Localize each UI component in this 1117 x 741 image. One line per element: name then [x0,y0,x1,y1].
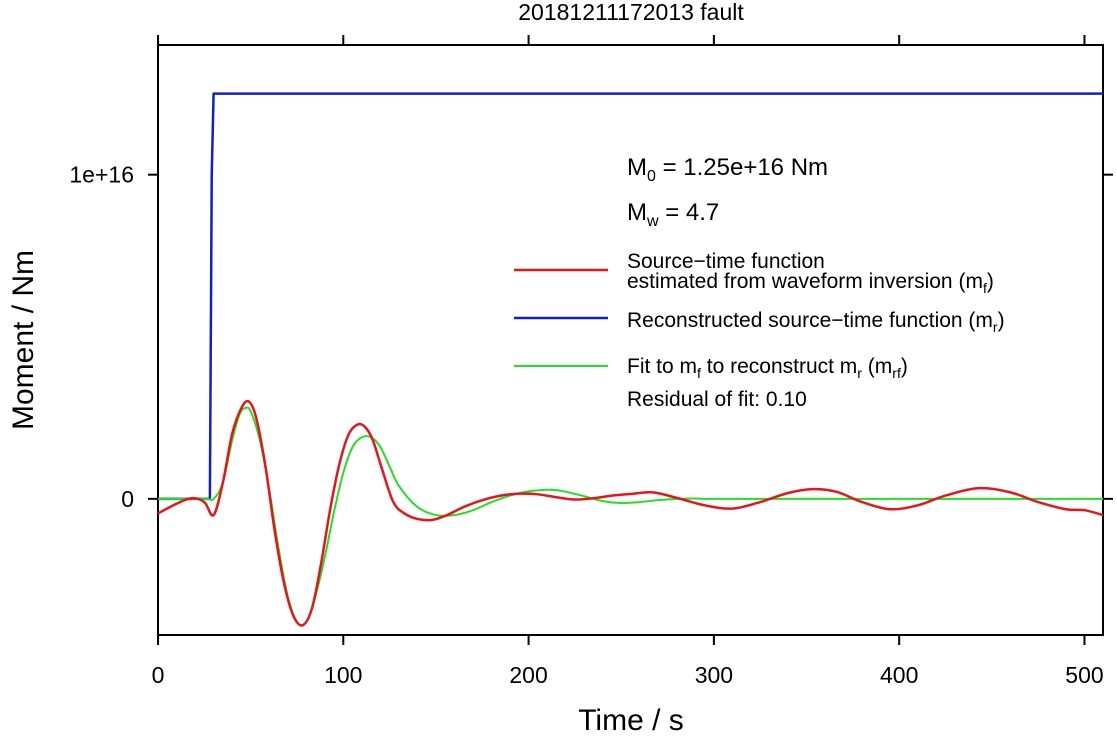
x-tick-label: 500 [1065,662,1103,688]
mw-annotation: Mw = 4.7 [627,199,719,230]
y-tick-label: 1e+16 [69,162,134,188]
m0-subscript: 0 [647,168,656,185]
m0-annotation: M0 = 1.25e+16 Nm [627,154,828,185]
y-tick-label: 0 [121,486,134,512]
legend-label-red-line2: estimated from waveform inversion (mf) [627,270,994,296]
x-tick-label: 400 [880,662,918,688]
legend-label-blue: Reconstructed source−time function (mr) [627,309,1005,335]
legend: Source−time function estimated from wave… [514,250,1005,411]
legend-label-red-line1: Source−time function [627,250,825,273]
y-axis-label: Moment / Nm [7,250,40,430]
legend-label-green: Fit to mf to reconstruct mr (mrf) [627,355,908,381]
x-tick-label: 0 [152,662,165,688]
mw-value: = 4.7 [659,199,720,226]
chart-title: 20181211172013 fault [518,0,744,25]
x-tick-label: 200 [509,662,547,688]
x-tick-label: 100 [324,662,362,688]
series-line-green [158,406,1103,627]
residual-annotation: Residual of fit: 0.10 [627,388,807,411]
x-tick-label: 300 [695,662,733,688]
plot-frame [157,44,1104,636]
mw-symbol: M [627,199,647,226]
series-line-red [157,399,1104,627]
x-axis: 0 100 200 300 400 500 [152,35,1104,688]
y-axis: 0 1e+16 [69,162,1113,512]
annotations: M0 = 1.25e+16 Nm Mw = 4.7 [627,154,828,230]
m0-symbol: M [627,154,647,181]
series-layer [157,92,1104,627]
x-axis-label: Time / s [578,704,684,736]
mw-subscript: w [646,213,659,230]
m0-value: = 1.25e+16 Nm [656,154,828,181]
